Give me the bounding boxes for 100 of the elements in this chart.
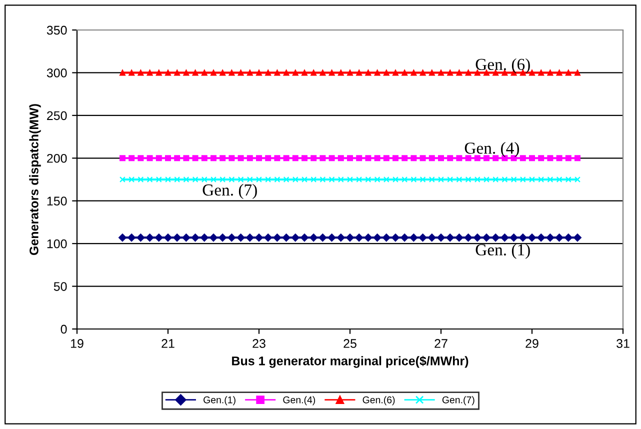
- point: [128, 155, 135, 162]
- point: [256, 70, 262, 76]
- point: [292, 70, 298, 76]
- point: [420, 155, 426, 162]
- x-tick-label: 23: [252, 339, 266, 348]
- point: [156, 70, 162, 76]
- point: [420, 176, 426, 182]
- point: [400, 234, 409, 242]
- point: [392, 234, 400, 242]
- point: [556, 70, 562, 76]
- point: [546, 234, 554, 242]
- point: [374, 70, 380, 76]
- point: [547, 70, 554, 76]
- point: [374, 155, 380, 162]
- point: [502, 176, 508, 182]
- point: [183, 70, 190, 76]
- point: [455, 234, 464, 242]
- point: [410, 234, 418, 242]
- point: [402, 70, 408, 76]
- point: [465, 155, 472, 162]
- point: [374, 176, 380, 182]
- point: [474, 155, 480, 162]
- point: [465, 176, 472, 182]
- point: [547, 155, 554, 162]
- point: [537, 234, 546, 242]
- point: [192, 70, 198, 76]
- point: [437, 234, 445, 242]
- point: [236, 234, 245, 242]
- point: [200, 234, 208, 242]
- point: [328, 70, 335, 76]
- y-tick-label: 200: [47, 154, 67, 163]
- point: [574, 234, 582, 242]
- point: [228, 176, 235, 182]
- point: [273, 234, 282, 242]
- point: [310, 234, 318, 242]
- point: [428, 70, 435, 76]
- point: [191, 234, 200, 242]
- point: [346, 234, 354, 242]
- point: [328, 234, 336, 242]
- point: [365, 70, 372, 76]
- point: [128, 234, 136, 242]
- point: [165, 155, 171, 162]
- point: [246, 234, 254, 242]
- annotation: Gen. (7): [202, 184, 257, 200]
- point: [574, 70, 580, 76]
- point: [338, 70, 344, 76]
- point: [392, 176, 398, 182]
- point: [520, 176, 526, 182]
- point: [220, 176, 226, 182]
- point: [156, 155, 162, 162]
- point: [438, 155, 444, 162]
- point: [356, 176, 362, 182]
- point: [492, 176, 499, 182]
- point: [510, 176, 517, 182]
- y-tick-label: 300: [46, 68, 67, 78]
- point: [220, 155, 226, 162]
- point: [500, 234, 509, 242]
- point: [473, 234, 482, 242]
- y-tick-label: 100: [47, 239, 67, 248]
- point: [255, 234, 263, 242]
- point: [274, 176, 280, 182]
- point: [210, 155, 216, 162]
- point: [410, 176, 417, 182]
- point: [136, 234, 145, 242]
- point: [392, 155, 398, 162]
- point: [347, 155, 353, 162]
- point: [538, 70, 544, 76]
- point: [265, 70, 272, 76]
- point: [465, 70, 472, 76]
- point: [447, 155, 454, 162]
- point: [310, 155, 317, 162]
- point: [355, 234, 364, 242]
- point: [238, 155, 244, 162]
- x-tick-label: 21: [162, 339, 174, 348]
- y-tick-label: 350: [46, 26, 67, 35]
- point: [138, 155, 144, 162]
- point: [484, 176, 490, 182]
- point: [174, 176, 180, 182]
- y-tick-label: 250: [47, 111, 67, 120]
- point: [556, 176, 562, 182]
- point: [529, 155, 535, 162]
- point: [418, 234, 427, 242]
- point: [265, 155, 272, 162]
- point: [302, 70, 308, 76]
- point: [410, 155, 417, 162]
- point: [146, 234, 154, 242]
- point: [118, 234, 126, 242]
- point: [165, 70, 171, 76]
- point: [556, 155, 562, 162]
- point: [464, 234, 472, 242]
- point: [447, 70, 454, 76]
- point: [174, 70, 180, 76]
- point: [347, 176, 353, 182]
- point: [555, 234, 564, 242]
- point: [292, 176, 298, 182]
- point: [210, 234, 218, 242]
- point: [428, 234, 436, 242]
- point: [238, 176, 244, 182]
- point: [154, 234, 163, 242]
- point: [120, 176, 126, 182]
